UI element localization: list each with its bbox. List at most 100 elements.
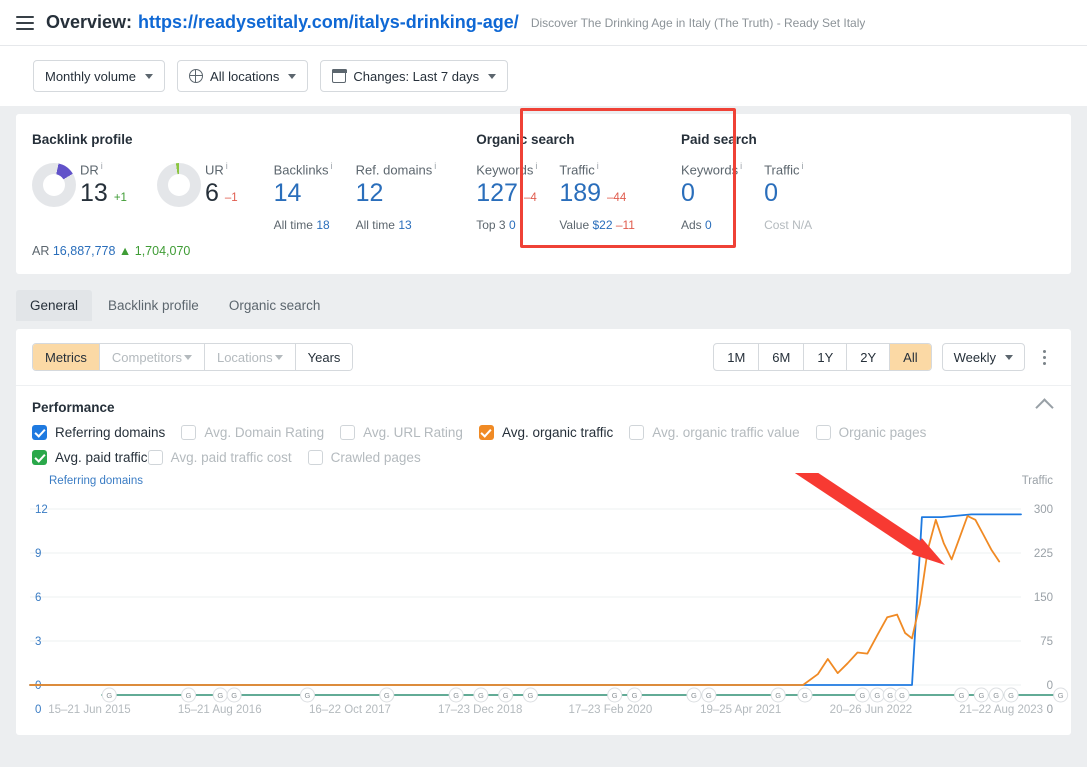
svg-text:75: 75 — [1040, 636, 1053, 648]
metric-label: Traffic i — [764, 161, 804, 178]
checkbox-avg-domain-rating[interactable]: Avg. Domain Rating — [181, 425, 324, 441]
chart-right-axis-title: Traffic — [1021, 475, 1053, 488]
range-1m[interactable]: 1M — [714, 344, 760, 371]
info-icon[interactable]: i — [225, 161, 228, 171]
ahrefs-rank-line: AR 16,887,778 ▲ 1,704,070 — [32, 244, 191, 259]
svg-text:G: G — [305, 691, 311, 700]
checkbox-avg-paid-traffic[interactable]: Avg. paid traffic — [32, 450, 148, 466]
range-2y[interactable]: 2Y — [847, 344, 891, 371]
page-title: Overview: — [46, 12, 133, 32]
metric-organic-keywords[interactable]: Keywords i 127 –4 Top 3 0 — [476, 161, 537, 232]
info-icon[interactable]: i — [801, 161, 804, 171]
kebab-menu-icon[interactable] — [1033, 349, 1055, 365]
filter-bar: Monthly volume All locations Changes: La… — [0, 46, 1087, 106]
svg-text:9: 9 — [35, 548, 41, 560]
info-icon[interactable]: i — [330, 161, 333, 171]
metric-label: DR i — [80, 161, 103, 178]
metric-value-wrap: 13 +1 — [80, 179, 127, 208]
segment-metrics[interactable]: Metrics — [33, 344, 100, 371]
ahrefs-rank-value: 16,887,778 — [52, 244, 116, 259]
info-icon[interactable]: i — [434, 161, 437, 171]
checkbox-organic-pages[interactable]: Organic pages — [815, 425, 926, 441]
filter-monthly-volume[interactable]: Monthly volume — [33, 60, 166, 92]
checkbox-box — [815, 425, 831, 441]
metric-label: Traffic i — [559, 161, 599, 178]
svg-text:G: G — [691, 691, 697, 700]
svg-text:3: 3 — [35, 636, 41, 648]
performance-chart: Referring domains Traffic 12 300 9 225 6 150 3… — [16, 473, 1071, 735]
checkbox-referring-domains[interactable]: Referring domains — [32, 425, 165, 441]
url-rating-value: 6 — [204, 179, 219, 208]
segment-locations[interactable]: Locations — [204, 344, 296, 371]
svg-text:G: G — [978, 691, 984, 700]
metric-organic-traffic[interactable]: Traffic i 189 –44 Value $22 –11 — [559, 161, 635, 232]
organic-keywords-subline: Top 3 0 — [476, 218, 516, 233]
range-6m[interactable]: 6M — [759, 344, 805, 371]
checkbox-avg-organic-traffic-value[interactable]: Avg. organic traffic value — [629, 425, 800, 441]
ahrefs-rank-delta: ▲ 1,704,070 — [118, 244, 191, 259]
segment-years[interactable]: Years — [295, 344, 353, 371]
svg-text:G: G — [899, 691, 905, 700]
checkbox-box — [32, 450, 47, 466]
svg-text:21–22 Aug 2023: 21–22 Aug 2023 — [959, 704, 1043, 716]
svg-text:17–23 Dec 2018: 17–23 Dec 2018 — [438, 704, 522, 716]
svg-text:G: G — [1008, 691, 1014, 700]
performance-header: Performance — [16, 386, 1071, 419]
metric-ref-domains[interactable]: Ref. domains i 12 All time 13 — [356, 161, 437, 232]
range-all[interactable]: All — [890, 344, 931, 371]
segment-competitors[interactable]: Competitors — [99, 344, 205, 371]
checkbox-avg-organic-traffic[interactable]: Avg. organic traffic — [478, 425, 613, 441]
tab-backlink-profile[interactable]: Backlink profile — [108, 298, 199, 314]
svg-text:G: G — [632, 691, 638, 700]
performance-title: Performance — [32, 400, 115, 416]
target-url-link[interactable]: https://readysetitaly.com/italys-drinkin… — [138, 12, 519, 32]
time-range-group: 1M 6M 1Y 2Y All — [713, 343, 932, 372]
checkbox-crawled-pages[interactable]: Crawled pages — [307, 450, 421, 466]
checkbox-box — [340, 425, 356, 441]
svg-text:G: G — [959, 691, 965, 700]
svg-text:G: G — [993, 691, 999, 700]
granularity-dropdown[interactable]: Weekly — [941, 343, 1025, 372]
svg-text:G: G — [706, 691, 712, 700]
checkbox-avg-paid-traffic-cost[interactable]: Avg. paid traffic cost — [147, 450, 292, 466]
url-rating-gauge — [156, 162, 201, 207]
metric-value-wrap: 189 –44 — [559, 179, 635, 208]
svg-text:G: G — [528, 691, 534, 700]
filter-changes-range[interactable]: Changes: Last 7 days — [320, 60, 509, 92]
ref-domains-subline: All time 13 — [355, 218, 412, 233]
svg-text:G: G — [612, 691, 618, 700]
metric-label: Ref. domains i — [355, 161, 437, 178]
metric-backlinks[interactable]: Backlinks i 14 All time 18 — [274, 161, 334, 232]
info-icon[interactable]: i — [535, 161, 538, 171]
section-tabs: General Backlink profile Organic search — [0, 274, 1087, 322]
metric-value-wrap: 127 –4 — [476, 179, 537, 208]
info-icon[interactable]: i — [740, 161, 743, 171]
backlinks-subline: All time 18 — [273, 218, 330, 233]
svg-text:G: G — [453, 691, 459, 700]
domain-rating-value: 13 — [80, 179, 108, 208]
ref-domains-value: 12 — [355, 179, 384, 208]
tab-organic-search[interactable]: Organic search — [228, 298, 321, 314]
chart-left-axis-title: Referring domains — [49, 475, 143, 488]
metric-paid-traffic[interactable]: Traffic i 0 Cost N/A — [764, 161, 824, 232]
organic-traffic-value: 189 — [559, 179, 602, 208]
metric-paid-keywords[interactable]: Keywords i 0 Ads 0 — [681, 161, 742, 232]
chevron-up-icon[interactable] — [1035, 398, 1054, 417]
checkbox-avg-url-rating[interactable]: Avg. URL Rating — [340, 425, 463, 441]
svg-text:17–23 Feb 2020: 17–23 Feb 2020 — [569, 704, 653, 716]
info-icon[interactable]: i — [596, 161, 599, 171]
info-icon[interactable]: i — [100, 161, 103, 171]
metric-label: Keywords i — [476, 161, 538, 178]
filter-all-locations[interactable]: All locations — [177, 60, 309, 92]
metric-domain-rating[interactable]: DR i 13 +1 — [32, 161, 127, 208]
range-1y[interactable]: 1Y — [804, 344, 848, 371]
paid-search-title: Paid search — [680, 132, 757, 147]
performance-card: Metrics Competitors Locations Years 1M 6… — [16, 329, 1071, 736]
metric-label: Keywords i — [680, 161, 743, 178]
tab-general[interactable]: General — [16, 290, 93, 322]
organic-keywords-delta: –4 — [523, 192, 537, 205]
metric-url-rating[interactable]: UR i 6 –1 — [156, 161, 238, 208]
hamburger-icon[interactable] — [12, 10, 38, 36]
organic-traffic-delta: –44 — [607, 192, 627, 205]
